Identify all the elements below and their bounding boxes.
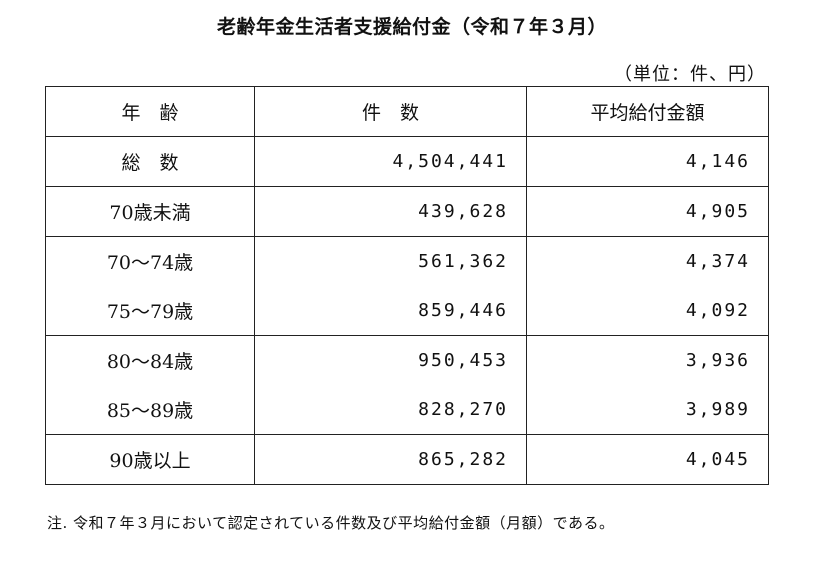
unit-label: （単位：件、円） xyxy=(614,64,766,85)
average-cell: 4,146 xyxy=(526,136,769,187)
count-cell: 865,282 xyxy=(254,434,527,485)
header-count: 件 数 xyxy=(254,86,527,137)
table-row: 80～84歳 950,453 3,936 xyxy=(45,335,769,385)
age-cell: 80～84歳 xyxy=(45,335,255,385)
table-row: 85～89歳 828,270 3,989 xyxy=(45,385,769,435)
table-row: 90歳以上 865,282 4,045 xyxy=(45,434,769,485)
average-cell: 4,905 xyxy=(526,186,769,237)
table-row-total: 総 数 4,504,441 4,146 xyxy=(45,136,769,187)
table-row: 75～79歳 859,446 4,092 xyxy=(45,286,769,336)
age-cell: 総 数 xyxy=(45,136,255,187)
count-cell: 561,362 xyxy=(254,236,527,286)
age-cell: 90歳以上 xyxy=(45,434,255,485)
footnote: 注. 令和７年３月において認定されている件数及び平均給付金額（月額）である。 xyxy=(47,514,615,532)
average-cell: 3,989 xyxy=(685,399,750,420)
count-cell: 439,628 xyxy=(254,186,527,237)
statistics-table: 年 齢 件 数 平均給付金額 総 数 4,504,441 4,146 70歳未満… xyxy=(45,86,769,485)
age-cell: 70～74歳 xyxy=(45,236,255,286)
average-cell: 4,045 xyxy=(526,434,769,485)
count-cell: 828,270 xyxy=(254,385,527,435)
header-age: 年 齢 xyxy=(45,86,255,137)
age-cell: 75～79歳 xyxy=(45,286,255,336)
count-cell: 4,504,441 xyxy=(254,136,527,187)
count-cell: 859,446 xyxy=(254,286,527,336)
count-cell: 950,453 xyxy=(254,335,527,385)
age-cell: 70歳未満 xyxy=(45,186,255,237)
age-cell: 85～89歳 xyxy=(45,385,255,435)
document-title: 老齢年金生活者支援給付金（令和７年３月） xyxy=(216,16,607,38)
table-row: 70～74歳 561,362 4,374 xyxy=(45,236,769,286)
table-row: 70歳未満 439,628 4,905 xyxy=(45,186,769,237)
average-cell: 4,374 xyxy=(526,236,769,286)
average-cell: 4,092 xyxy=(685,300,750,321)
table-header-row: 年 齢 件 数 平均給付金額 xyxy=(45,86,769,137)
average-cell: 3,936 xyxy=(526,335,769,385)
header-average-amount: 平均給付金額 xyxy=(526,86,769,137)
